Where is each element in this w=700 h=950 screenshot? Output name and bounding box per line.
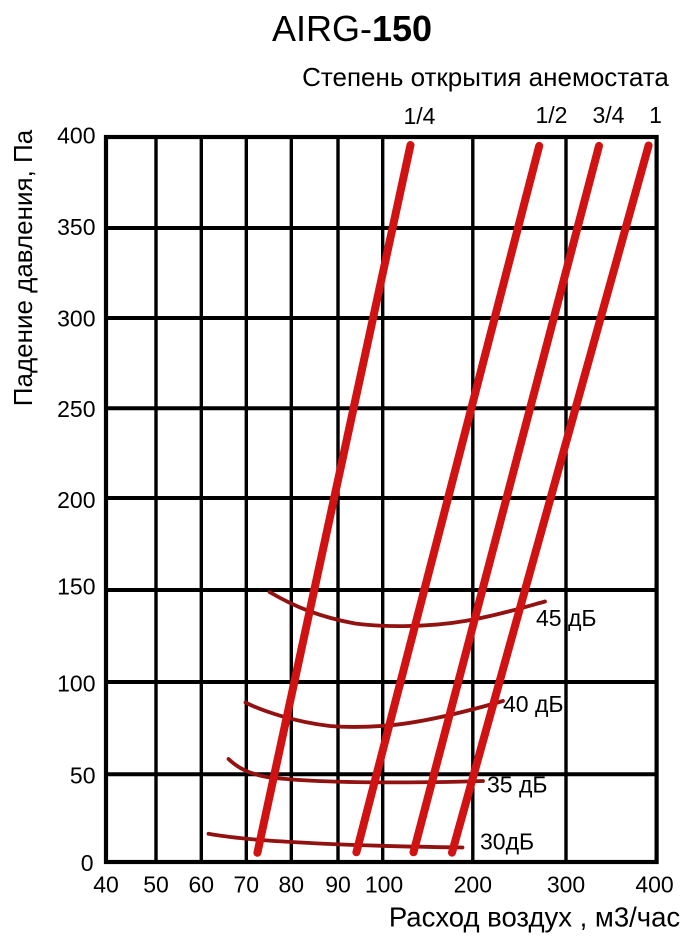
svg-text:90: 90 — [325, 872, 351, 898]
svg-text:0: 0 — [81, 850, 94, 876]
svg-text:400: 400 — [635, 872, 673, 898]
svg-text:100: 100 — [365, 872, 403, 898]
svg-text:200: 200 — [454, 872, 492, 898]
svg-text:150: 150 — [57, 574, 95, 600]
svg-text:70: 70 — [234, 872, 260, 898]
svg-text:45 дБ: 45 дБ — [536, 605, 597, 631]
svg-text:1/2: 1/2 — [536, 102, 568, 128]
svg-text:50: 50 — [143, 872, 169, 898]
svg-text:35 дБ: 35 дБ — [487, 772, 548, 798]
svg-text:3/4: 3/4 — [593, 102, 625, 128]
svg-text:60: 60 — [189, 872, 215, 898]
svg-text:200: 200 — [57, 487, 95, 513]
svg-text:250: 250 — [57, 396, 95, 422]
svg-text:1/4: 1/4 — [404, 103, 436, 129]
svg-text:300: 300 — [547, 872, 585, 898]
svg-text:40 дБ: 40 дБ — [503, 691, 564, 717]
svg-text:80: 80 — [279, 872, 305, 898]
svg-text:Расход воздух , м3/час: Расход воздух , м3/час — [389, 902, 681, 933]
svg-text:400: 400 — [57, 123, 95, 149]
svg-text:1: 1 — [649, 102, 662, 128]
svg-text:AIRG-150: AIRG-150 — [272, 8, 432, 49]
svg-text:30дБ: 30дБ — [480, 829, 534, 855]
svg-text:Степень открытия анемостата: Степень открытия анемостата — [302, 62, 669, 92]
svg-text:100: 100 — [57, 671, 95, 697]
svg-text:40: 40 — [93, 872, 119, 898]
svg-text:300: 300 — [57, 306, 95, 332]
svg-text:50: 50 — [70, 763, 96, 789]
svg-text:Падение давления, Па: Падение давления, Па — [8, 129, 38, 406]
svg-text:350: 350 — [57, 214, 95, 240]
